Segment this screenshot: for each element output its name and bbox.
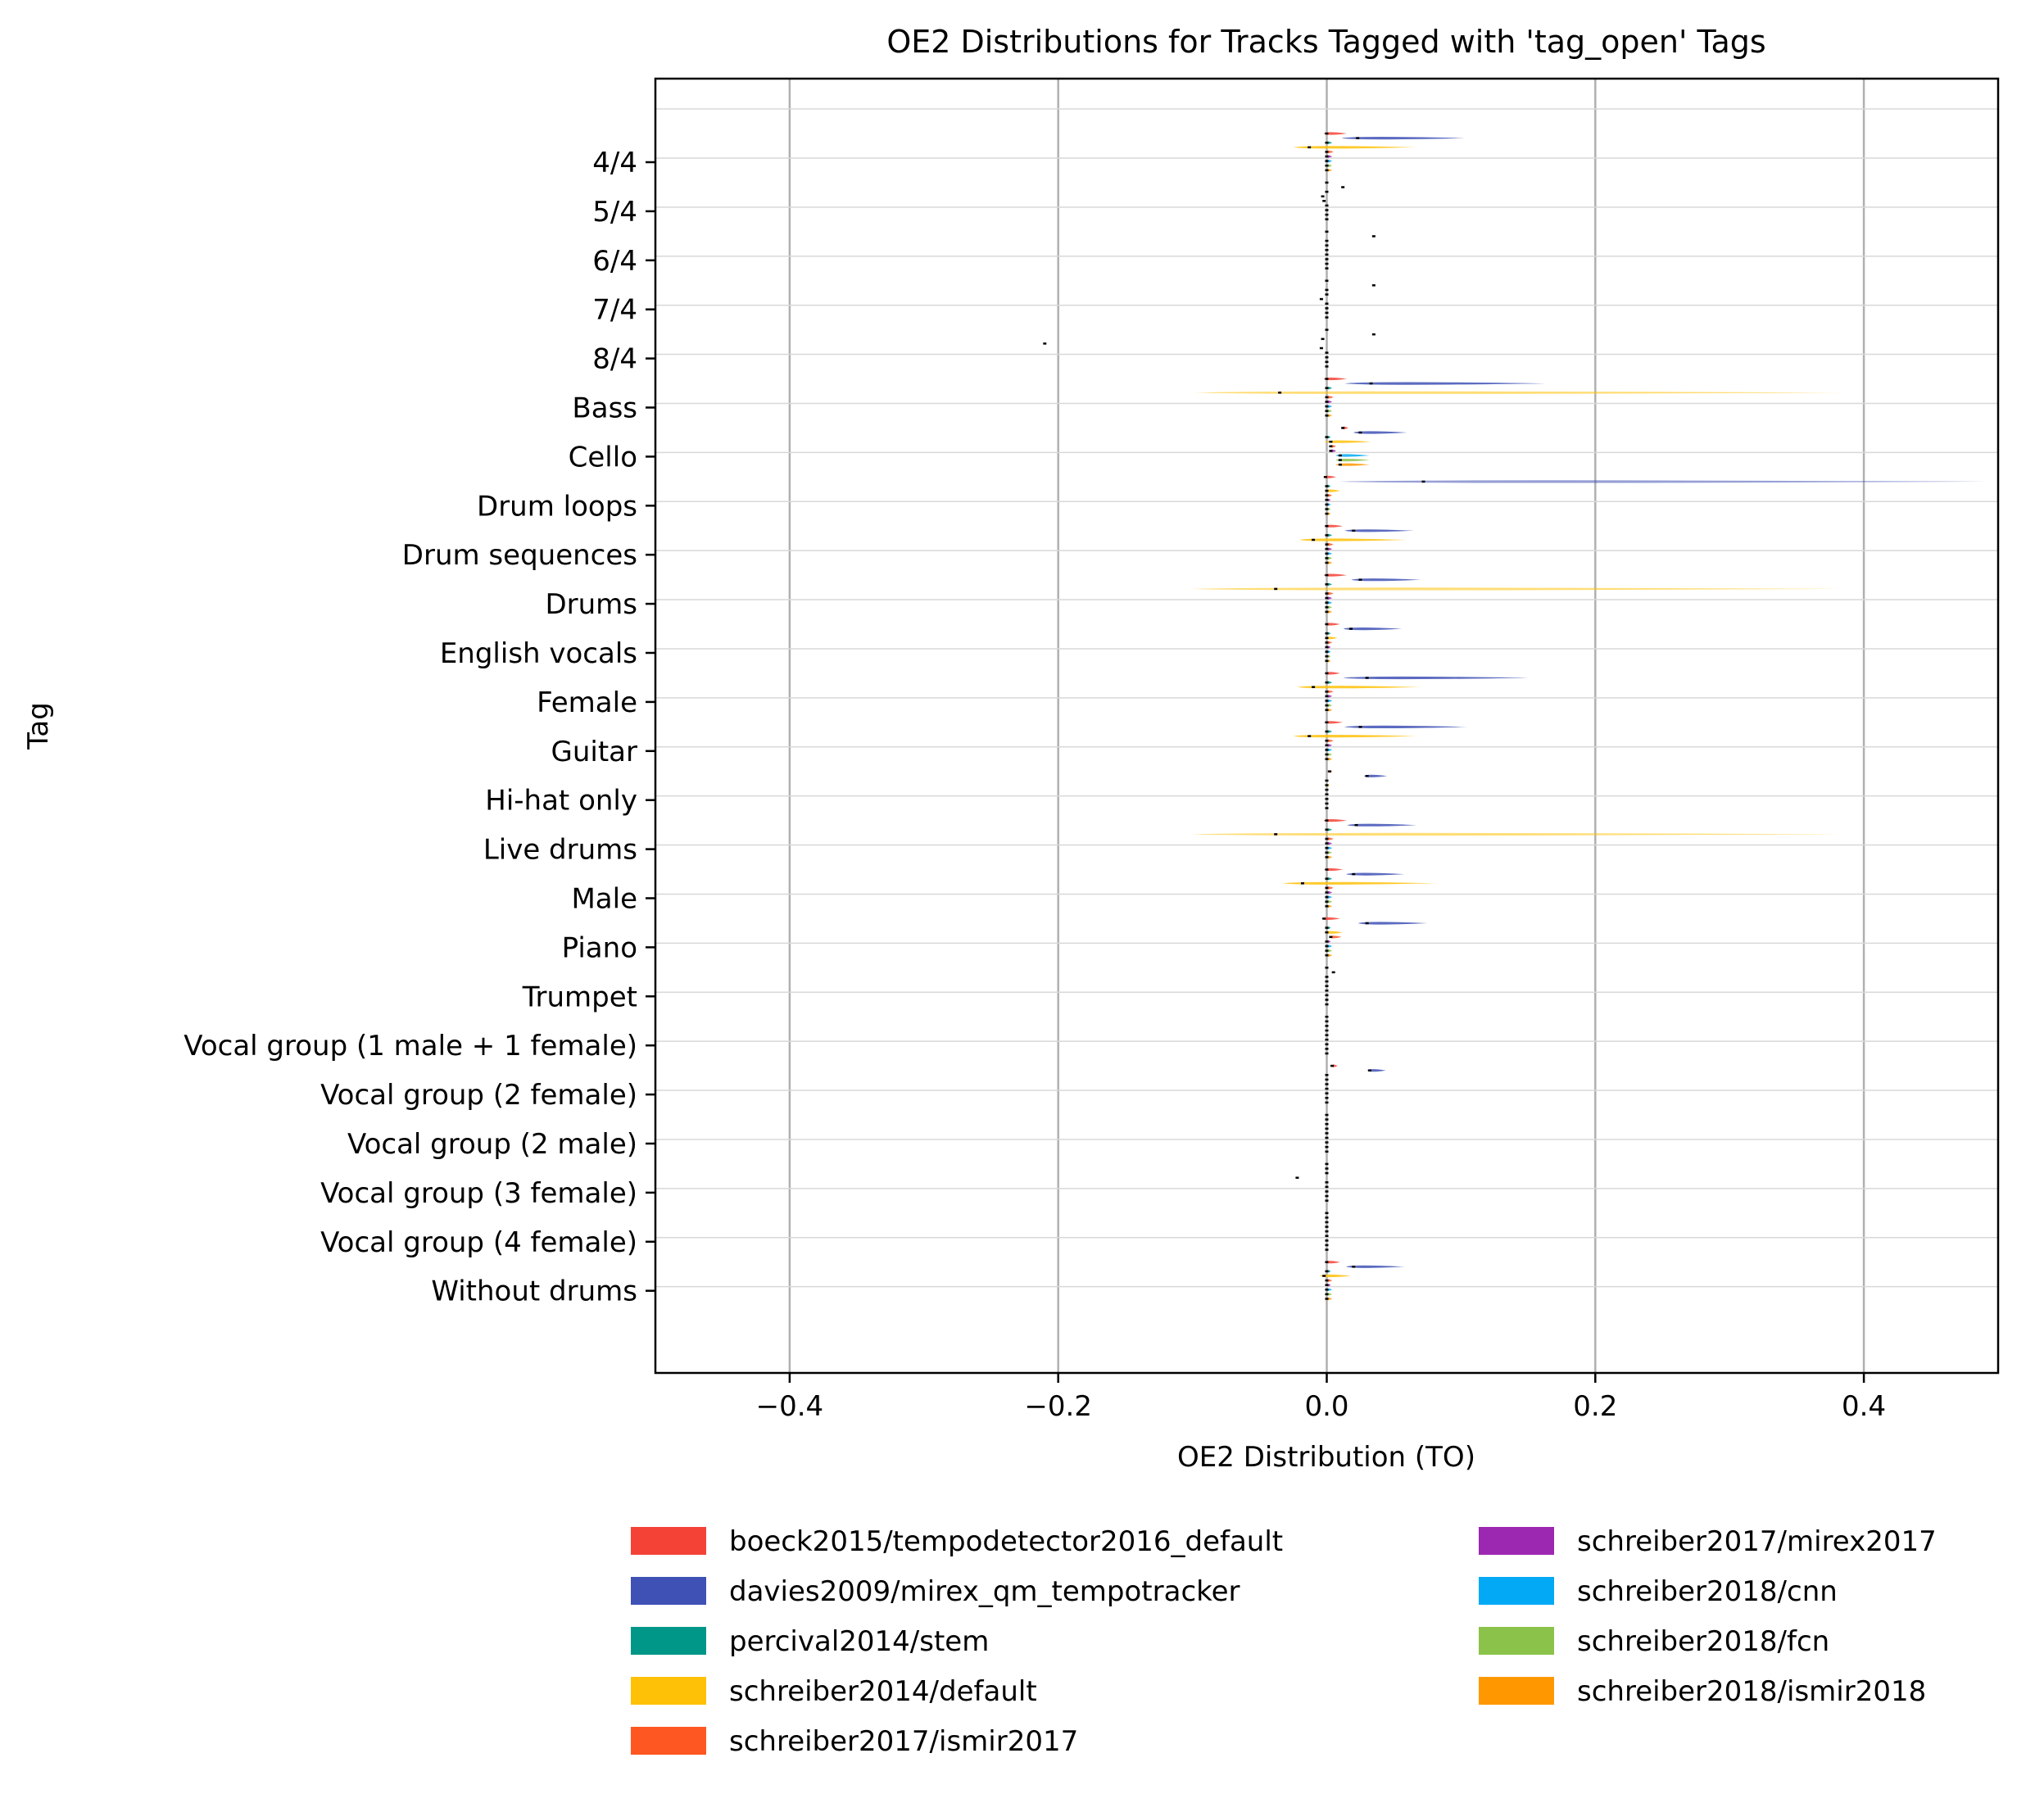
violin-body — [1325, 489, 1340, 492]
violin-body — [1347, 823, 1417, 827]
x-tick-label: 0.2 — [1573, 1390, 1617, 1423]
y-tick-label: Drums — [545, 588, 637, 621]
violin-body — [1366, 1069, 1386, 1072]
legend-label: schreiber2014/default — [729, 1675, 1037, 1708]
legend-label: boeck2015/tempodetector2016_default — [729, 1525, 1283, 1558]
violin-body — [1325, 672, 1340, 675]
legend-label: schreiber2017/ismir2017 — [729, 1725, 1078, 1758]
violin-body — [1298, 538, 1407, 541]
violin-body — [1351, 578, 1421, 582]
violin-body — [1339, 480, 1987, 483]
legend-swatch — [631, 1677, 706, 1705]
violin-body — [1357, 922, 1428, 925]
legend-label: davies2009/mirex_qm_tempotracker — [729, 1575, 1240, 1608]
violin-body — [1321, 917, 1340, 920]
legend-label: schreiber2018/fcn — [1577, 1625, 1829, 1658]
violin-body — [1282, 881, 1437, 885]
x-axis-label: OE2 Distribution (TO) — [1177, 1441, 1475, 1474]
violin-body — [1323, 819, 1348, 822]
violin-body — [1363, 774, 1388, 777]
y-tick-label: 6/4 — [592, 245, 637, 278]
legend-swatch — [1479, 1577, 1554, 1605]
violin-body — [1344, 725, 1468, 728]
x-tick-label: −0.4 — [756, 1390, 824, 1423]
violin-body — [1293, 735, 1417, 738]
violin-body — [1335, 459, 1370, 462]
y-tick-label: Vocal group (3 female) — [320, 1177, 637, 1210]
y-tick-label: Drum loops — [477, 490, 637, 523]
violin-body — [1190, 832, 1840, 836]
y-tick-label: Drum sequences — [402, 539, 637, 572]
violin-body — [1353, 431, 1407, 434]
y-tick-label: Live drums — [483, 834, 637, 867]
tag-separators — [655, 108, 1998, 1288]
chart-title: OE2 Distributions for Tracks Tagged with… — [886, 24, 1765, 60]
violin-body — [1341, 137, 1466, 140]
violin-body — [1344, 529, 1415, 532]
y-tick-label: 7/4 — [592, 294, 637, 327]
y-tick-label: Female — [537, 686, 637, 719]
violin-body — [1323, 132, 1348, 135]
violin-body — [1324, 721, 1344, 724]
violin-body — [1293, 146, 1417, 149]
y-tick-label: Without drums — [431, 1275, 637, 1308]
violin-body — [1344, 382, 1546, 385]
violin-body — [1320, 1274, 1352, 1278]
y-axis-label: Tag — [22, 702, 55, 750]
legend-label: percival2014/stem — [729, 1625, 989, 1658]
y-tick-label: 4/4 — [592, 147, 637, 179]
y-tick-label: Vocal group (4 female) — [320, 1226, 637, 1259]
legend-swatch — [631, 1627, 706, 1655]
violin-body — [1323, 573, 1348, 577]
violin-body — [1345, 872, 1405, 876]
legend-label: schreiber2018/cnn — [1577, 1575, 1838, 1608]
y-tick-label: Cello — [569, 441, 637, 473]
y-tick-label: Guitar — [551, 736, 638, 768]
violin-marks — [1043, 132, 1987, 1301]
y-axis: 4/4 5/4 6/4 7/4 8/4 Bass Cello Drum loops Drum s… — [184, 147, 655, 1308]
legend-swatch — [1479, 1627, 1554, 1655]
y-tick-label: Vocal group (2 female) — [320, 1079, 637, 1112]
violin-body — [1343, 676, 1529, 680]
violin-body — [1325, 623, 1340, 626]
y-tick-label: Trumpet — [522, 981, 637, 1013]
violin-body — [1297, 686, 1421, 689]
violin-body — [1324, 524, 1344, 528]
x-tick-label: −0.2 — [1024, 1390, 1092, 1423]
y-tick-label: 8/4 — [592, 343, 637, 376]
violin-body — [1190, 587, 1840, 591]
legend-swatch — [1479, 1677, 1554, 1705]
x-axis: −0.4 −0.2 0.0 0.2 0.4 — [756, 1373, 1886, 1423]
violin-body — [1324, 868, 1344, 872]
legend-swatch — [631, 1527, 706, 1555]
violin-body — [1325, 1261, 1340, 1264]
legend: boeck2015/tempodetector2016_defaultdavie… — [631, 1525, 1937, 1758]
violin-body — [1323, 377, 1348, 381]
y-tick-label: Vocal group (2 male) — [347, 1128, 637, 1161]
violin-body — [1324, 931, 1344, 934]
y-tick-label: English vocals — [440, 637, 637, 670]
y-tick-label: Male — [571, 883, 637, 916]
y-tick-label: 5/4 — [592, 196, 637, 229]
violin-body — [1335, 454, 1370, 457]
violin-body — [1335, 463, 1370, 466]
legend-swatch — [631, 1577, 706, 1605]
y-tick-label: Piano — [562, 931, 637, 964]
y-tick-label: Hi-hat only — [485, 785, 637, 818]
violin-body — [1325, 440, 1371, 443]
y-tick-label: Vocal group (1 male + 1 female) — [184, 1030, 637, 1062]
violin-body — [1343, 627, 1403, 631]
legend-swatch — [1479, 1527, 1554, 1555]
violin-body — [1194, 391, 1844, 394]
violin-body — [1345, 1265, 1405, 1268]
x-tick-label: 0.0 — [1304, 1390, 1348, 1423]
legend-label: schreiber2017/mirex2017 — [1577, 1525, 1937, 1558]
y-tick-label: Bass — [572, 392, 637, 425]
x-tick-label: 0.4 — [1842, 1390, 1886, 1423]
legend-label: schreiber2018/ismir2018 — [1577, 1675, 1926, 1708]
legend-swatch — [631, 1727, 706, 1755]
